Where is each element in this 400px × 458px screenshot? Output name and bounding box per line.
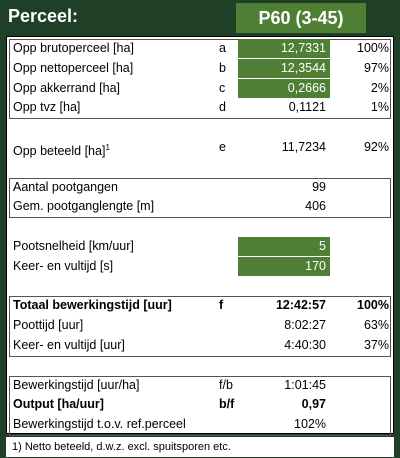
row-value: 0,97 <box>301 397 326 412</box>
row-value: 8:02:27 <box>284 318 326 333</box>
row-label: Gem. pootganglengte [m] <box>13 199 155 214</box>
row-code: b <box>219 60 226 75</box>
row-value: 12:42:57 <box>275 298 326 313</box>
row-percent: 100% <box>357 298 389 313</box>
row-value: 406 <box>305 199 326 214</box>
row-label: Keer- en vultijd [uur] <box>13 338 125 352</box>
row-code: f <box>219 298 224 313</box>
row-percent: 2% <box>370 80 389 95</box>
row-percent: 100% <box>357 41 389 55</box>
row-value: 1:01:45 <box>284 377 326 392</box>
row-percent: 1% <box>370 100 389 115</box>
row-label: Opp akkerrand [ha] <box>13 80 121 95</box>
row-label: Aantal pootgangen <box>13 179 118 194</box>
row-value: 99 <box>312 179 326 194</box>
row-value: 5 <box>238 237 330 256</box>
row-value: 4:40:30 <box>284 338 326 352</box>
row-value: 12,3544 <box>238 58 330 78</box>
row-code: f/b <box>219 377 233 392</box>
row-percent: 97% <box>363 60 389 75</box>
note-mark: 1 <box>105 143 110 152</box>
row-value: 170 <box>238 256 330 276</box>
row-label: Poottijd [uur] <box>13 318 84 333</box>
row-percent: 37% <box>363 338 389 352</box>
group-box <box>9 177 391 219</box>
row-code: e <box>219 140 226 154</box>
row-value: 0,1121 <box>288 100 326 115</box>
row-label: Opp nettoperceel [ha] <box>13 60 134 75</box>
table: Opp brutoperceel [ha] a 12,7331 100% Opp net… <box>6 36 394 436</box>
row-value: 102% <box>294 417 326 432</box>
row-label: Totaal bewerkingstijd [uur] <box>13 298 172 313</box>
parcel-title: P60 (3-45) <box>236 3 366 33</box>
row-percent: 63% <box>363 318 389 333</box>
row-code: c <box>219 80 226 95</box>
group-box <box>9 375 391 436</box>
row-label: Output [ha/uur] <box>13 397 104 412</box>
group-box <box>9 39 391 120</box>
row-label: Opp tvz [ha] <box>13 100 81 115</box>
row-percent: 92% <box>363 140 389 154</box>
row-label: Pootsnelheid [km/uur] <box>13 239 134 253</box>
footnote: 1) Netto beteeld, d.w.z. excl. spuitspor… <box>6 437 394 457</box>
row-label: Keer- en vultijd [s] <box>13 258 114 273</box>
sheet-title: Perceel: <box>8 6 79 26</box>
row-value: 11,7234 <box>281 140 326 154</box>
row-value: 0,2666 <box>238 78 330 98</box>
group-box <box>9 296 391 357</box>
row-label: Bewerkingstijd [uur/ha] <box>13 377 140 392</box>
row-code: b/f <box>219 397 235 412</box>
row-code: d <box>219 100 226 115</box>
row-value: 12,7331 <box>238 39 330 58</box>
row-label: Bewerkingstijd t.o.v. ref.perceel <box>13 417 186 432</box>
row-label: Opp beteeld [ha]1 <box>13 143 110 159</box>
row-code: a <box>219 41 226 55</box>
row-label: Opp brutoperceel [ha] <box>13 41 134 55</box>
